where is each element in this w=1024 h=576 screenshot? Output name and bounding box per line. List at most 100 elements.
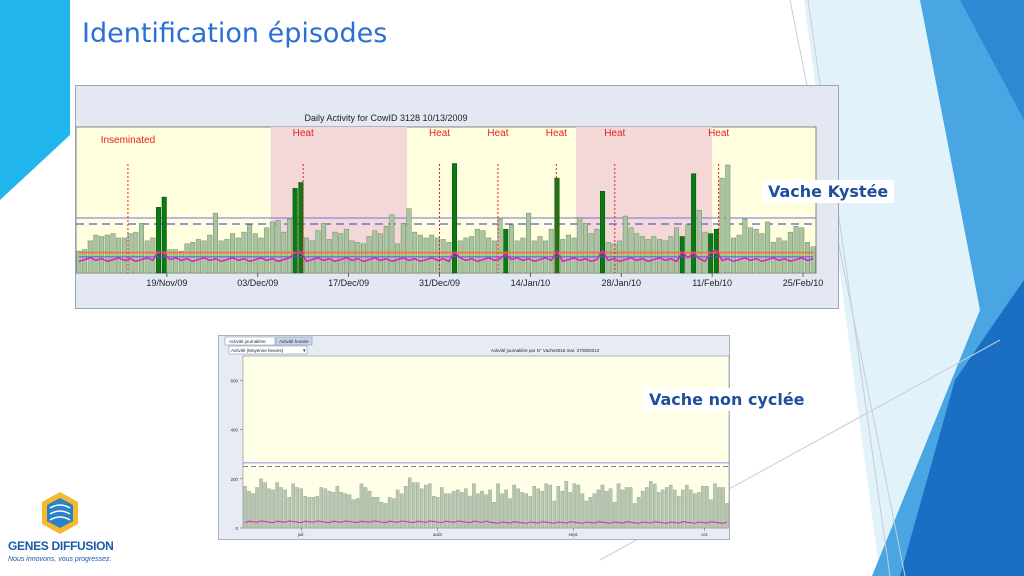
chart2-activity-line <box>244 520 728 524</box>
chart1-bar <box>508 224 514 274</box>
chart1-bar <box>360 243 366 274</box>
chart1-magenta-line <box>78 248 814 263</box>
chart1-bar <box>537 236 543 274</box>
chart1-bar <box>526 212 532 274</box>
chart2-bar <box>428 483 432 529</box>
chart1-bar <box>343 228 349 274</box>
chart1-bar <box>116 237 122 274</box>
chart2-bar <box>263 482 267 529</box>
chart1-bar <box>326 239 332 274</box>
chart1-bar <box>730 237 736 274</box>
chart1-bar <box>548 228 554 274</box>
chart2-svg: Activité journalière Activité horaire Ac… <box>224 336 730 537</box>
chart2-bar <box>584 500 589 529</box>
tab-daily-activity[interactable] <box>224 336 276 346</box>
chart1-bar <box>264 227 270 274</box>
x-tick-label: 28/Jan/10 <box>601 278 641 288</box>
chart2-bar <box>492 502 496 529</box>
chart2-bar <box>279 487 283 529</box>
chart2-bar <box>548 484 553 529</box>
event-label: Heat <box>708 128 729 139</box>
chart2-bar <box>713 483 717 529</box>
chart2-bar <box>331 492 336 529</box>
chart2-bar <box>508 498 512 529</box>
chart2-bar <box>524 493 528 529</box>
chart2-bar <box>632 503 637 529</box>
chart2-bar <box>415 482 420 529</box>
logo-tagline: Nous innovons, vous progressez. <box>8 556 112 563</box>
chart1-bar <box>286 218 292 274</box>
chart1-bar <box>725 164 731 274</box>
chart1-bar <box>645 239 651 274</box>
chart2-bar <box>339 492 344 529</box>
chart2-bar <box>291 483 295 529</box>
chart2-bar <box>568 492 573 529</box>
chart2-bar <box>592 493 597 529</box>
chart-screenshot-noncycle: Activité journalière Activité horaire Ac… <box>218 335 730 540</box>
chart1-bar <box>804 242 810 274</box>
callout-cyst: Vache Kystée <box>762 180 895 203</box>
chart1-bar <box>207 234 213 274</box>
chart1-bar <box>76 250 82 274</box>
chart1-bar <box>753 228 759 274</box>
chart2-bar <box>536 488 540 529</box>
chart1-bar <box>474 228 480 274</box>
chart1-bar <box>269 221 275 274</box>
tab-hourly-activity[interactable] <box>275 336 313 346</box>
chart2-bar <box>379 502 384 529</box>
x-tick-label: 14/Jan/10 <box>511 278 551 288</box>
chart1-bar <box>104 234 110 274</box>
chart2-bar <box>407 477 412 529</box>
chart1-event-markers: Inseminated Heat Heat Heat Heat Heat Heat <box>101 128 729 273</box>
genes-diffusion-logo <box>42 492 78 534</box>
chart1-bar <box>178 250 184 274</box>
chart2-bar <box>247 490 251 529</box>
chart2-bar <box>528 495 532 529</box>
chart2-bar <box>544 483 549 529</box>
chart1-bar <box>247 224 253 274</box>
chart2-bar <box>468 495 472 529</box>
dna-icon <box>49 504 71 521</box>
chart1-bar <box>565 234 571 274</box>
right-dark-band <box>900 280 1024 576</box>
chart2-bar <box>452 490 456 529</box>
chart1-bar <box>622 215 628 274</box>
x-tick-label: sept. <box>569 532 579 537</box>
chart1-bar <box>560 239 566 274</box>
x-tick-label: oct. <box>701 532 708 537</box>
tab-daily-label: Activité journalière <box>229 339 266 344</box>
chart2-bar <box>267 488 271 529</box>
chart1-bar <box>298 182 304 274</box>
chart2-bar <box>444 493 448 529</box>
chart1-bar <box>685 224 691 274</box>
y-tick-label: 400 <box>230 428 238 433</box>
x-tick-label: 31/Dec/09 <box>419 278 460 288</box>
chart2-bar <box>359 483 364 529</box>
chart2-bar <box>255 487 259 529</box>
chart2-bars <box>243 477 729 529</box>
chart2-bar <box>271 489 275 529</box>
chart2-bar <box>472 483 476 529</box>
chart2-bar <box>383 503 388 529</box>
chart1-activity-lines <box>78 248 814 263</box>
chart2-y-axis: 600 400 200 0 <box>230 379 243 531</box>
chart1-bar <box>674 227 680 274</box>
event-label: Heat <box>429 128 450 139</box>
y-tick-label: 200 <box>230 477 238 482</box>
chart2-bar <box>596 489 601 529</box>
chart1-bar <box>656 239 662 274</box>
chart2-bar <box>572 483 577 529</box>
chart2-bar <box>556 486 561 529</box>
slide-title: Identification épisodes <box>82 18 388 49</box>
chart2-bar <box>664 487 669 529</box>
chart1-bar <box>628 227 634 274</box>
chart2-bar <box>423 484 428 529</box>
chart1-svg: Daily Activity for CowID 3128 10/13/2009… <box>75 113 823 288</box>
chart2-bar <box>608 488 613 529</box>
chart2-bar <box>395 489 400 529</box>
chart2-bar <box>689 489 693 529</box>
activity-dropdown-value: Activité (Moyenne heures) <box>231 348 284 353</box>
chart2-bar <box>580 493 585 529</box>
chart1-bar <box>400 223 406 274</box>
activity-dropdown[interactable] <box>228 345 308 355</box>
